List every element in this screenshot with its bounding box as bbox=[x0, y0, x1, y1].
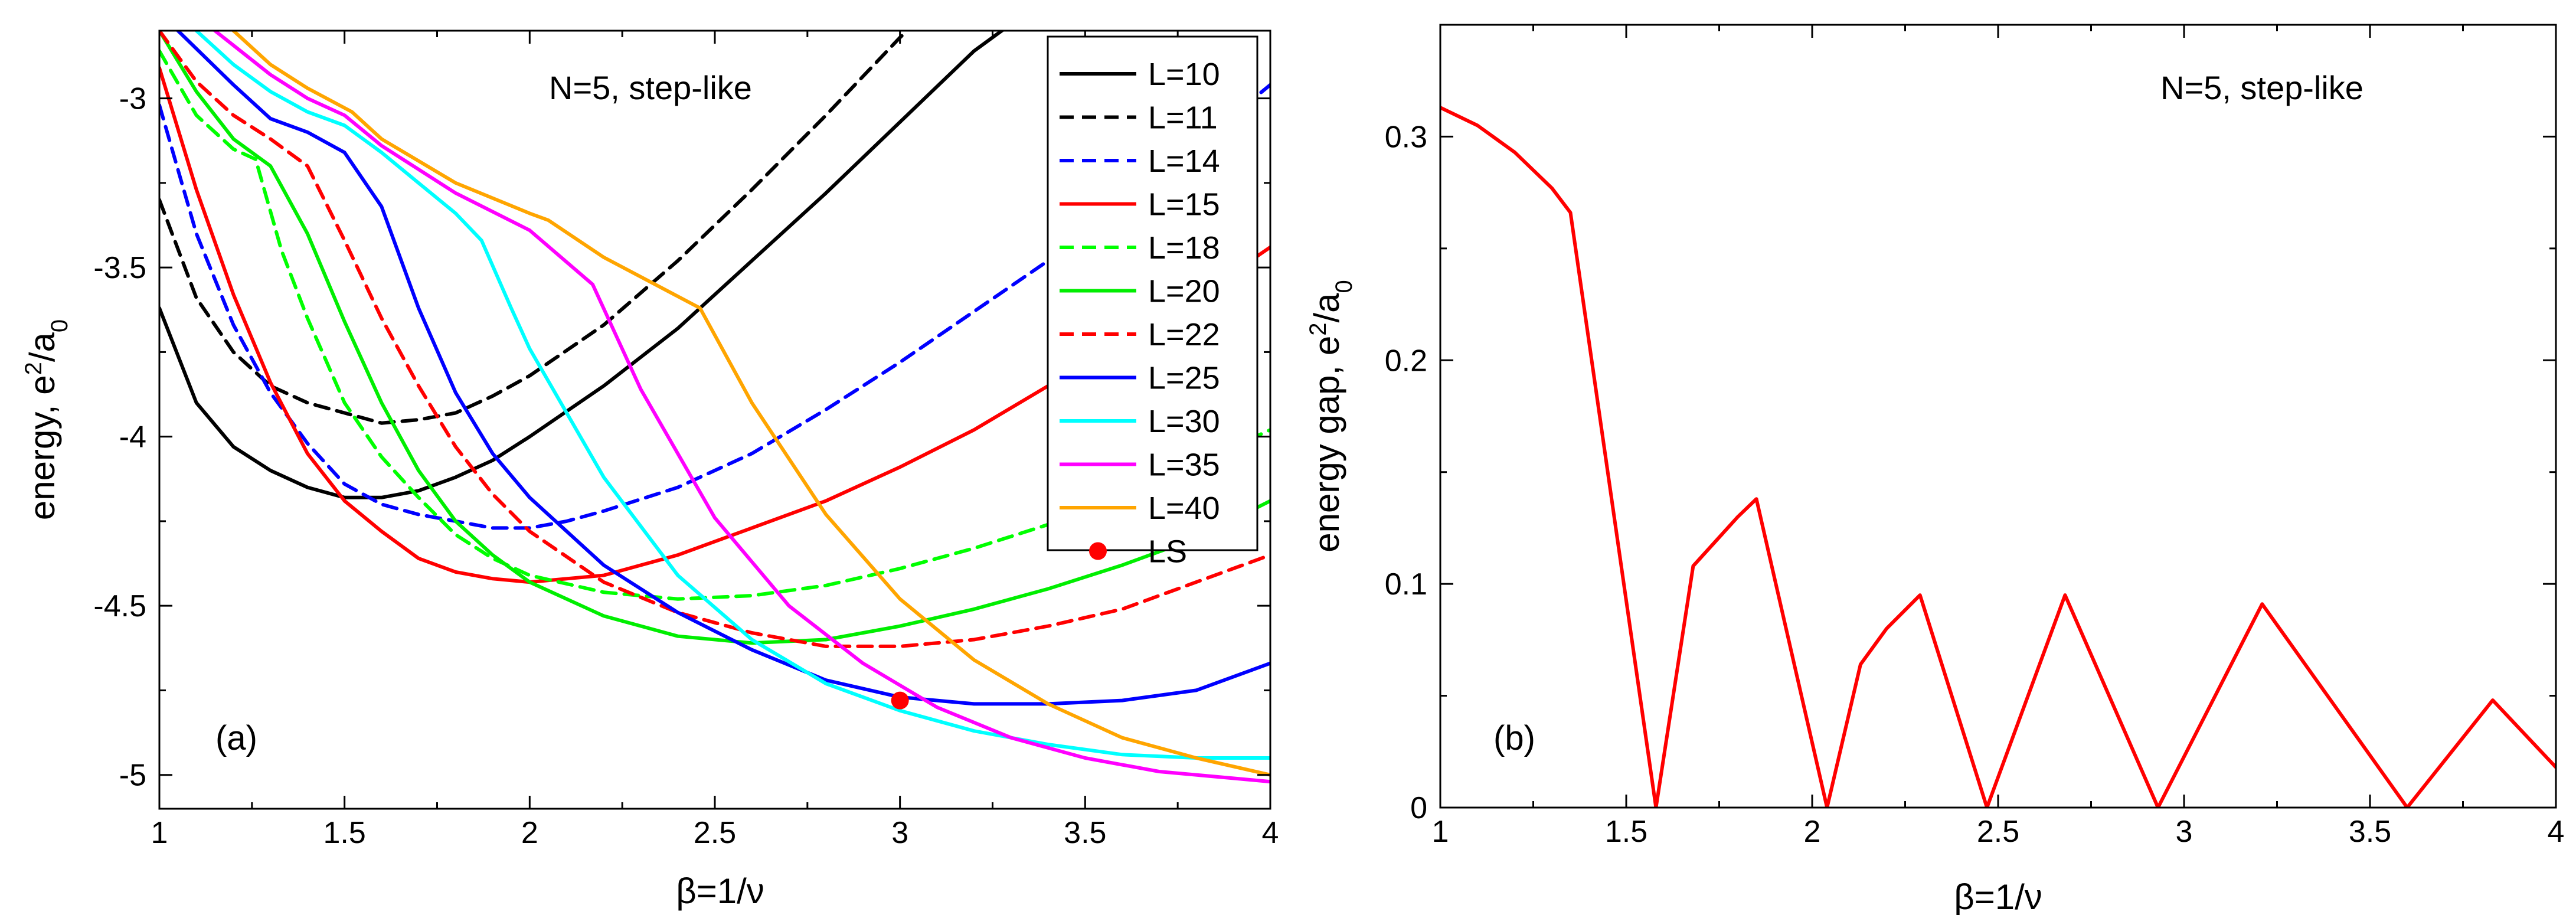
x-tick-label: 1.5 bbox=[323, 816, 366, 850]
legend-label-l-40: L=40 bbox=[1148, 491, 1220, 526]
panel-a-y-axis-label: energy, e2/a0 bbox=[21, 319, 73, 520]
panel-b-y-axis-label: energy gap, e2/a0 bbox=[1305, 280, 1357, 553]
panel-a-x-axis-label: β=1/ν bbox=[676, 871, 764, 911]
series-line-l-20 bbox=[159, 31, 1270, 645]
x-tick-label: 1 bbox=[151, 816, 168, 850]
x-tick-label: 1.5 bbox=[1605, 815, 1647, 849]
panel-a-ylabel-slash: /a bbox=[22, 332, 62, 362]
panel-a-series-group bbox=[159, 31, 1270, 784]
x-tick-label: 3 bbox=[891, 816, 908, 850]
legend-label-l-35: L=35 bbox=[1148, 447, 1220, 483]
legend-label-l-18: L=18 bbox=[1148, 230, 1220, 266]
series-line-l-35 bbox=[213, 31, 1270, 784]
panel-b-annotation: N=5, step-like bbox=[2160, 69, 2363, 106]
legend-label-ls: LS bbox=[1148, 534, 1187, 570]
panel-b-ticks: 1 1.5 2 2.5 3 3.5 4 0 0.1 0.2 0.3 bbox=[1385, 25, 2565, 849]
legend-label-l-20: L=20 bbox=[1148, 274, 1220, 309]
x-tick-label: 3.5 bbox=[1064, 816, 1106, 850]
x-tick-label: 4 bbox=[2548, 815, 2565, 849]
panel-a-annotation: N=5, step-like bbox=[549, 69, 752, 106]
y-tick-label: -4 bbox=[119, 420, 146, 455]
series-line-gap bbox=[1440, 106, 2556, 808]
panel-a-markers-group bbox=[891, 691, 909, 710]
panel-b-series-group bbox=[1440, 106, 2556, 808]
x-tick-label: 1 bbox=[1432, 815, 1449, 849]
panel-b-ylabel-slash: /a bbox=[1307, 293, 1346, 323]
legend-swatch-ls bbox=[1089, 542, 1107, 560]
y-tick-label: -3 bbox=[119, 82, 146, 116]
y-tick-label: 0.1 bbox=[1385, 567, 1427, 602]
x-tick-label: 3 bbox=[2176, 815, 2193, 849]
series-line-l-25 bbox=[176, 31, 1270, 706]
panel-b-ylabel-sup: 2 bbox=[1305, 323, 1331, 336]
panel-a-ylabel-main: energy, e bbox=[22, 375, 62, 520]
legend-label-l-22: L=22 bbox=[1148, 317, 1220, 352]
y-tick-label: -3.5 bbox=[93, 251, 146, 285]
panel-b-ylabel-main: energy gap, e bbox=[1307, 336, 1346, 553]
panel-a-ylabel-sub: 0 bbox=[47, 319, 73, 332]
legend-label-l-25: L=25 bbox=[1148, 361, 1220, 396]
panel-a-energy-chart: 1 1.5 2 2.5 3 3.5 4 -5 -4.5 -4 -3.5 -3 N=5, step-li… bbox=[21, 30, 1279, 911]
y-tick-label: -5 bbox=[119, 759, 146, 793]
x-tick-label: 3.5 bbox=[2349, 815, 2391, 849]
legend-label-l-11: L=11 bbox=[1148, 100, 1218, 136]
series-line-l-22 bbox=[159, 31, 1270, 648]
panel-a-ticks: 1 1.5 2 2.5 3 3.5 4 -5 -4.5 -4 -3.5 -3 bbox=[93, 31, 1279, 850]
legend-label-l-14: L=14 bbox=[1148, 143, 1220, 179]
panel-b-x-axis-label: β=1/ν bbox=[1954, 877, 2042, 915]
series-line-l-18 bbox=[159, 49, 1270, 601]
x-tick-label: 4 bbox=[1262, 816, 1279, 850]
y-tick-label: -4.5 bbox=[93, 589, 146, 623]
series-line-l-40 bbox=[231, 31, 1270, 777]
x-tick-label: 2 bbox=[1804, 815, 1821, 849]
legend-label-l-15: L=15 bbox=[1148, 187, 1220, 223]
panel-b-gap-chart: 1 1.5 2 2.5 3 3.5 4 0 0.1 0.2 0.3 N=5, step-like (… bbox=[1305, 24, 2565, 915]
x-tick-label: 2.5 bbox=[694, 816, 736, 850]
legend-label-l-10: L=10 bbox=[1148, 57, 1220, 92]
panel-a-legend: L=10 L=11 L=14 L=15 L=18 L=20 L=22 L=25 L=30 L=35… bbox=[1047, 35, 1258, 570]
panel-a-label: (a) bbox=[215, 719, 257, 757]
x-tick-label: 2 bbox=[521, 816, 538, 850]
legend-label-l-30: L=30 bbox=[1148, 404, 1220, 439]
data-point-ls bbox=[891, 691, 909, 710]
y-tick-label: 0.2 bbox=[1385, 344, 1427, 378]
panel-a-ylabel-sup: 2 bbox=[21, 362, 47, 375]
panel-b-ylabel-sub: 0 bbox=[1331, 280, 1357, 293]
series-line-l-11 bbox=[159, 31, 910, 425]
y-tick-label: 0.3 bbox=[1385, 120, 1427, 154]
x-tick-label: 2.5 bbox=[1977, 815, 2019, 849]
panel-b-label: (b) bbox=[1493, 719, 1535, 757]
y-tick-label: 0 bbox=[1410, 791, 1427, 825]
